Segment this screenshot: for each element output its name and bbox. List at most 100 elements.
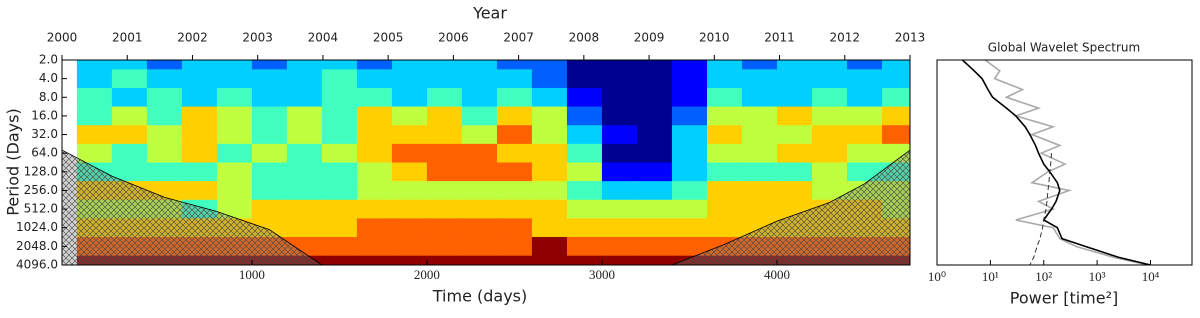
heat-cell bbox=[216, 60, 253, 70]
heat-cell bbox=[671, 125, 708, 145]
heat-cell bbox=[321, 69, 358, 89]
heat-cell bbox=[706, 87, 743, 108]
heat-cell bbox=[321, 125, 358, 145]
heat-cell bbox=[531, 162, 568, 182]
heat-cell bbox=[531, 181, 568, 201]
heat-cell bbox=[181, 60, 218, 70]
heat-cell bbox=[601, 125, 638, 145]
heat-cell bbox=[881, 60, 910, 70]
heat-cell bbox=[811, 87, 848, 108]
heat-cell bbox=[671, 181, 708, 201]
x-tick-label: 3000 bbox=[589, 267, 615, 282]
heat-cell bbox=[461, 181, 498, 201]
heat-cell bbox=[356, 218, 393, 238]
heat-cell bbox=[496, 162, 533, 182]
heat-cell bbox=[636, 181, 673, 201]
heat-cell bbox=[811, 60, 848, 70]
heat-cell bbox=[111, 143, 148, 163]
heat-cell bbox=[531, 125, 568, 145]
heat-cell bbox=[251, 87, 288, 108]
heat-cell bbox=[356, 199, 393, 219]
x-tick-label: 4000 bbox=[764, 267, 790, 282]
heat-cell bbox=[146, 87, 183, 108]
heat-cell bbox=[321, 255, 358, 265]
top-tick-label: 2007 bbox=[503, 31, 534, 45]
heat-cell bbox=[531, 69, 568, 89]
heat-cell bbox=[391, 199, 428, 219]
heat-cell bbox=[531, 60, 568, 70]
x-axis-label: Power [time²] bbox=[1010, 289, 1119, 308]
heat-cell bbox=[496, 181, 533, 201]
heat-cell bbox=[741, 125, 778, 145]
heat-cell bbox=[321, 181, 358, 201]
heat-cell bbox=[181, 106, 218, 126]
heat-cell bbox=[181, 181, 218, 201]
heat-cell bbox=[741, 60, 778, 70]
heat-cell bbox=[601, 237, 638, 257]
heat-cell bbox=[671, 106, 708, 126]
top-tick-label: 2012 bbox=[829, 31, 860, 45]
heat-cell bbox=[76, 60, 113, 70]
x-tick-label: 2000 bbox=[414, 267, 440, 282]
heat-cell bbox=[426, 106, 463, 126]
heat-cell bbox=[706, 60, 743, 70]
spectrum-line bbox=[984, 60, 1149, 265]
heat-cell bbox=[636, 143, 673, 163]
heat-cell bbox=[111, 162, 148, 182]
heat-cell bbox=[671, 60, 708, 70]
heat-cell bbox=[286, 60, 323, 70]
heat-cell bbox=[391, 106, 428, 126]
heat-cell bbox=[811, 106, 848, 126]
heat-cell bbox=[601, 199, 638, 219]
top-axis-label: Year bbox=[472, 4, 507, 23]
heat-cell bbox=[566, 199, 603, 219]
heat-cell bbox=[356, 237, 393, 257]
heatmap bbox=[62, 60, 910, 265]
heat-cell bbox=[146, 60, 183, 70]
heat-cell bbox=[216, 162, 253, 182]
heat-cell bbox=[741, 143, 778, 163]
heat-cell bbox=[811, 69, 848, 89]
heat-cell bbox=[76, 143, 113, 163]
heat-cell bbox=[776, 60, 813, 70]
heat-cell bbox=[76, 106, 113, 126]
top-tick-label: 2001 bbox=[112, 31, 143, 45]
heat-cell bbox=[601, 218, 638, 238]
heat-cell bbox=[706, 162, 743, 182]
heat-cell bbox=[776, 181, 813, 201]
heat-cell bbox=[671, 69, 708, 89]
heat-cell bbox=[391, 60, 428, 70]
heat-cell bbox=[146, 125, 183, 145]
heat-cell bbox=[356, 106, 393, 126]
heat-cell bbox=[566, 125, 603, 145]
y-tick-label: 2048.0 bbox=[16, 239, 58, 253]
heat-cell bbox=[426, 162, 463, 182]
y-tick-label: 4096.0 bbox=[16, 258, 58, 272]
heat-cell bbox=[321, 237, 358, 257]
heat-cell bbox=[251, 199, 288, 219]
heat-cell bbox=[636, 255, 673, 265]
heat-cell bbox=[426, 218, 463, 238]
heat-cell bbox=[321, 143, 358, 163]
heat-cell bbox=[181, 87, 218, 108]
heat-cell bbox=[251, 162, 288, 182]
heat-cell bbox=[216, 87, 253, 108]
heat-cell bbox=[776, 106, 813, 126]
heat-cell bbox=[601, 87, 638, 108]
heat-cell bbox=[496, 237, 533, 257]
top-tick-label: 2009 bbox=[634, 31, 665, 45]
heat-cell bbox=[356, 181, 393, 201]
y-tick-label: 256.0 bbox=[24, 183, 58, 197]
heat-cell bbox=[531, 237, 568, 257]
heat-cell bbox=[741, 106, 778, 126]
heat-cell bbox=[76, 125, 113, 145]
heat-cell bbox=[496, 87, 533, 108]
heat-cell bbox=[216, 106, 253, 126]
heat-cell bbox=[426, 143, 463, 163]
heat-cell bbox=[566, 106, 603, 126]
heat-cell bbox=[531, 87, 568, 108]
heat-cell bbox=[391, 87, 428, 108]
heat-cell bbox=[251, 181, 288, 201]
heat-cell bbox=[566, 69, 603, 89]
heat-cell bbox=[706, 125, 743, 145]
